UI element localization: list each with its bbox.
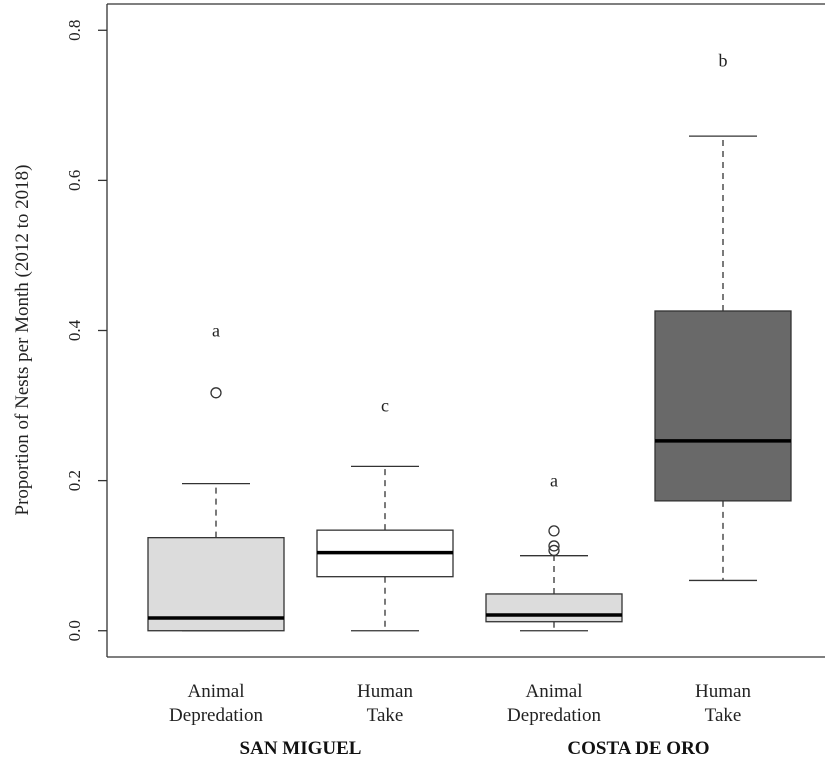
box-0-iqr [147, 537, 285, 632]
box-1: c [316, 396, 454, 632]
x-category-label-0-line-0: Animal [188, 681, 245, 702]
group-label-0: SAN MIGUEL [240, 738, 362, 759]
box-1-significance-letter: c [381, 396, 389, 416]
box-2-outlier-2 [548, 525, 560, 537]
box-0-significance-letter: a [212, 321, 220, 341]
box-2-iqr [485, 593, 623, 623]
x-category-label-1-line-0: Human [357, 681, 413, 702]
y-tick-label-3: 0.6 [65, 170, 84, 191]
y-axis-label: Proportion of Nests per Month (2012 to 2… [12, 165, 33, 516]
box-0: a [147, 321, 285, 632]
y-tick-label-1: 0.2 [65, 470, 84, 491]
box-0-outlier-0 [210, 387, 222, 399]
x-category-label-3-line-1: Take [705, 705, 742, 726]
box-2-significance-letter: a [550, 471, 558, 491]
x-category-label-2-line-1: Depredation [507, 705, 601, 726]
box-3-iqr [654, 310, 792, 502]
x-category-label-0-line-1: Depredation [169, 705, 263, 726]
y-axis: 0.0 0.2 0.4 0.6 0.8 [65, 20, 107, 641]
box-2-outlier-0 [548, 544, 560, 557]
x-category-label-2-line-0: Animal [526, 681, 583, 702]
box-3: b [654, 50, 792, 582]
x-axis-labels: Animal Depredation Human Take Animal Depredat… [169, 681, 751, 726]
x-category-label-3-line-0: Human [695, 681, 751, 702]
x-category-label-1-line-1: Take [367, 705, 404, 726]
group-labels: SAN MIGUEL COSTA DE ORO [240, 738, 710, 759]
box-3-significance-letter: b [719, 50, 728, 70]
y-tick-label-2: 0.4 [65, 319, 84, 341]
y-tick-label-0: 0.0 [65, 620, 84, 641]
box-2: a [485, 471, 623, 632]
group-label-1: COSTA DE ORO [567, 738, 709, 759]
y-tick-label-4: 0.8 [65, 20, 84, 41]
box-2-outlier-1 [548, 540, 560, 552]
boxes: a c a b [147, 50, 792, 632]
